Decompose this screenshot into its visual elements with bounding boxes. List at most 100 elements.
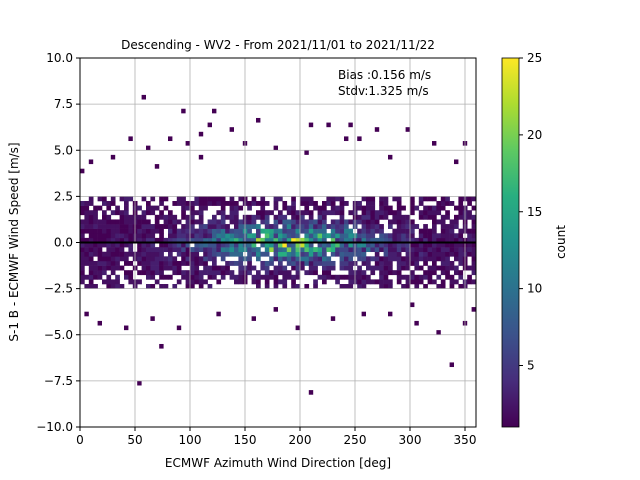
heatmap-cell — [168, 265, 173, 271]
heatmap-cell — [388, 237, 393, 243]
heatmap-cell — [273, 279, 279, 285]
heatmap-cell — [207, 196, 213, 202]
heatmap-cell — [449, 260, 455, 266]
heatmap-cell — [427, 256, 433, 262]
heatmap-cell — [361, 242, 367, 248]
heatmap-cell — [418, 279, 424, 285]
heatmap-cell — [172, 256, 178, 262]
heatmap-cell — [97, 320, 102, 326]
heatmap-cell — [198, 200, 204, 206]
heatmap-cell — [185, 233, 191, 239]
heatmap-cell — [102, 265, 107, 271]
colorbar-tick-label: 5 — [527, 359, 535, 373]
heatmap-cell — [256, 224, 261, 229]
heatmap-cell — [225, 224, 230, 229]
heatmap-cell — [410, 251, 415, 257]
heatmap-cell — [194, 274, 200, 280]
heatmap-cell — [80, 242, 85, 248]
heatmap-cell — [220, 251, 226, 257]
heatmap-cell — [410, 237, 415, 243]
heatmap-cell — [418, 256, 424, 262]
heatmap-cell — [176, 196, 182, 202]
heatmap-cell — [440, 242, 446, 248]
heatmap-cell — [308, 242, 314, 248]
heatmap-cell — [256, 200, 261, 206]
heatmap-cell — [181, 200, 186, 206]
heatmap-cell — [198, 284, 204, 289]
heatmap-cell — [339, 247, 345, 253]
colorbar-ticks: 5 10 15 20 25 — [519, 51, 542, 373]
heatmap-cell — [260, 242, 266, 248]
heatmap-cell — [137, 279, 142, 285]
heatmap-cell — [84, 274, 90, 280]
heatmap-cell — [339, 210, 345, 216]
heatmap-cell — [322, 224, 327, 229]
heatmap-cell — [374, 127, 380, 132]
heatmap-cell — [185, 279, 191, 285]
heatmap-cell — [436, 284, 442, 289]
heatmap-cell — [80, 237, 85, 243]
heatmap-cell — [379, 237, 384, 243]
x-tick-label: 250 — [344, 433, 367, 447]
heatmap-cell — [229, 251, 235, 257]
heatmap-cell — [396, 242, 402, 248]
heatmap-cell — [269, 260, 274, 266]
heatmap-cell — [427, 242, 433, 248]
heatmap-cell — [291, 214, 296, 220]
heatmap-cell — [344, 136, 349, 142]
heatmap-cell — [291, 210, 296, 216]
heatmap-cell — [97, 224, 103, 229]
heatmap-cell — [185, 228, 191, 234]
heatmap-cell — [308, 260, 314, 266]
heatmap-cell — [93, 228, 98, 234]
heatmap-cell — [388, 265, 393, 271]
heatmap-cell — [388, 260, 393, 266]
heatmap-cell — [194, 219, 200, 225]
heatmap-cell — [106, 279, 112, 285]
heatmap-cell — [102, 260, 107, 266]
heatmap-cell — [146, 274, 151, 280]
heatmap-cell — [273, 265, 279, 271]
heatmap-cell — [234, 242, 239, 248]
heatmap-cell — [410, 233, 415, 239]
heatmap-cell — [286, 242, 292, 248]
heatmap-cell — [379, 242, 384, 248]
heatmap-cell — [295, 247, 301, 253]
heatmap-cell — [374, 237, 380, 243]
chart-title: Descending - WV2 - From 2021/11/01 to 20… — [121, 38, 435, 52]
heatmap-cell — [300, 265, 305, 271]
heatmap-cell — [467, 242, 472, 248]
heatmap-cell — [396, 233, 402, 239]
heatmap-cell — [273, 196, 279, 202]
heatmap-cell — [119, 224, 125, 229]
heatmap-cell — [304, 224, 310, 229]
heatmap-cell — [264, 200, 270, 206]
heatmap-cell — [146, 284, 151, 289]
heatmap-cell — [264, 214, 270, 220]
heatmap-cell — [405, 214, 411, 220]
heatmap-cell — [295, 214, 301, 220]
heatmap-cell — [190, 260, 195, 266]
heatmap-cell — [229, 242, 235, 248]
heatmap-cell — [410, 247, 415, 253]
heatmap-cell — [198, 233, 204, 239]
heatmap-cell — [370, 196, 376, 202]
heatmap-cell — [154, 219, 160, 225]
heatmap-cell — [313, 279, 318, 285]
heatmap-cell — [256, 233, 261, 239]
heatmap-cell — [110, 265, 116, 271]
heatmap-cell — [410, 210, 415, 216]
heatmap-cell — [102, 228, 107, 234]
heatmap-cell — [379, 284, 384, 289]
heatmap-cell — [383, 242, 389, 248]
heatmap-cell — [286, 228, 292, 234]
heatmap-cell — [427, 228, 433, 234]
heatmap-cell — [185, 270, 191, 276]
heatmap-cell — [370, 219, 376, 225]
heatmap-cell — [146, 237, 151, 243]
heatmap-cell — [172, 260, 178, 266]
heatmap-cell — [247, 224, 252, 229]
heatmap-cell — [317, 242, 323, 248]
heatmap-cell — [322, 210, 327, 216]
heatmap-cell — [264, 284, 270, 289]
